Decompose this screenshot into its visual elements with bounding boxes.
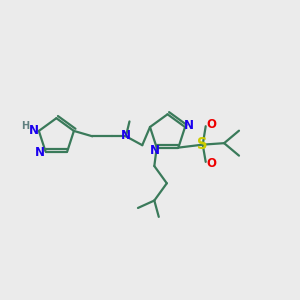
Text: H: H — [21, 122, 29, 131]
Text: N: N — [121, 129, 131, 142]
Text: N: N — [35, 146, 45, 159]
Text: N: N — [184, 119, 194, 132]
Text: O: O — [207, 118, 217, 131]
Text: N: N — [28, 124, 38, 136]
Text: O: O — [207, 157, 217, 170]
Text: S: S — [197, 137, 208, 152]
Text: N: N — [150, 143, 160, 157]
